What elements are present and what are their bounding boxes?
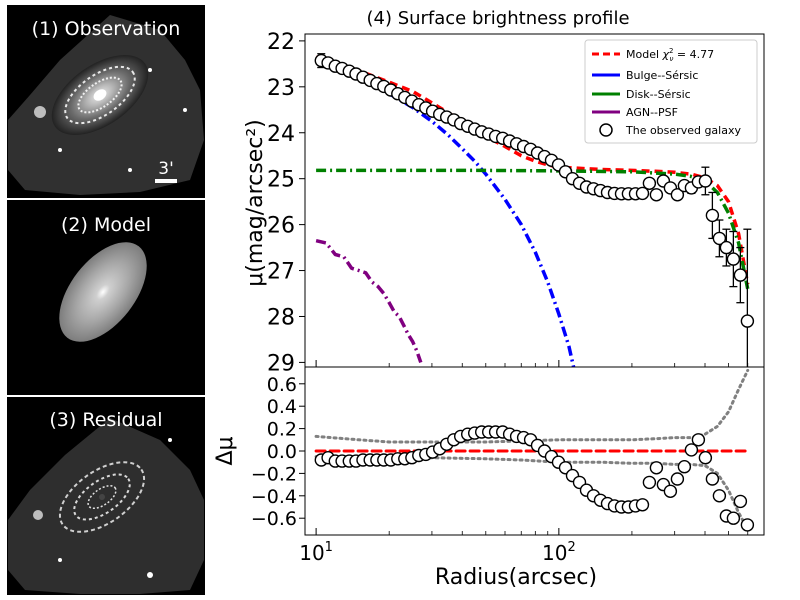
- res-line-upper-bound: [314, 368, 750, 444]
- x-tick-label-100: 102: [542, 540, 576, 565]
- sb-data-point: [635, 186, 650, 201]
- legend-model-label: Model χ2 ν = 4.77: [626, 47, 714, 63]
- legend: Model χ2 ν = 4.77 Bulge--Sérsic Disk--Sér…: [584, 39, 758, 144]
- sb-data-point: [740, 314, 755, 328]
- sb-data-point: [649, 188, 664, 202]
- res-data-point: [698, 451, 713, 465]
- star: [58, 148, 62, 152]
- legend-agn-label: AGN--PSF: [626, 106, 678, 119]
- x-axis-label: Radius(arcsec): [435, 565, 597, 590]
- sb-y-tick-label: 22: [267, 30, 295, 55]
- res-data-point: [642, 475, 657, 490]
- sb-y-tick-label: 26: [267, 214, 295, 239]
- res-y-tick-label: −0.4: [251, 486, 297, 508]
- sb-observed-points: [314, 53, 755, 367]
- sb-y-tick-label: 28: [267, 305, 295, 330]
- res-data-point: [733, 494, 748, 509]
- observation-panel: 3' (1) Observation: [7, 5, 205, 198]
- scale-bar: [155, 179, 177, 183]
- star: [183, 108, 187, 112]
- x-ticks: [315, 360, 749, 535]
- sb-line-agn-psf: [315, 238, 423, 363]
- legend-disk-label: Disk--Sérsic: [626, 88, 691, 101]
- res-data-point: [684, 443, 699, 457]
- res-data-point: [663, 484, 678, 498]
- x-tick-label-10: 101: [299, 540, 333, 565]
- legend-observed-swatch: [599, 123, 613, 137]
- star: [58, 558, 62, 562]
- res-data-point: [635, 498, 650, 512]
- res-y-tick-label: 0.0: [267, 441, 297, 463]
- res-y-tick-label: −0.6: [251, 508, 297, 530]
- star: [33, 510, 43, 520]
- model-title: (2) Model: [61, 214, 151, 236]
- model-panel: (2) Model: [7, 200, 205, 395]
- res-y-tick-label: −0.2: [251, 463, 297, 485]
- sb-y-axis-label: μ(mag/arcsec²): [243, 119, 268, 287]
- observation-title: (1) Observation: [32, 18, 181, 40]
- res-data-point: [677, 460, 692, 474]
- legend-observed-label: The observed galaxy: [625, 124, 741, 137]
- sb-y-tick-label: 24: [267, 122, 295, 147]
- res-y-tick-label: 0.2: [267, 419, 297, 441]
- sb-data-point: [733, 268, 748, 282]
- sb-data-point: [642, 176, 657, 191]
- scale-bar-label: 3': [158, 159, 174, 179]
- res-data-point: [670, 472, 685, 486]
- sb-line-bulge-s-rsic: [315, 56, 576, 368]
- star: [168, 438, 172, 442]
- res-data-point: [705, 472, 720, 486]
- sb-data-point: [670, 188, 685, 202]
- residual-plot: 0.60.40.20.0−0.2−0.4−0.6 Δμ Radius(arcse…: [213, 360, 765, 590]
- legend-bulge-label: Bulge--Sérsic: [626, 69, 698, 82]
- residual-footprint: [8, 418, 204, 594]
- sb-data-point: [712, 231, 727, 246]
- res-data-point: [691, 433, 706, 447]
- res-data-point: [726, 511, 741, 525]
- res-y-axis-label: Δμ: [213, 436, 238, 465]
- star: [148, 68, 152, 72]
- res-series: [314, 368, 750, 531]
- chart-title: (4) Surface brightness profile: [366, 8, 629, 29]
- sb-y-tick-label: 25: [267, 168, 295, 193]
- residual-title: (3) Residual: [49, 409, 162, 431]
- residual-panel: (3) Residual: [7, 397, 205, 595]
- star: [128, 168, 132, 172]
- star: [34, 106, 46, 118]
- res-y-ticks: 0.60.40.20.0−0.2−0.4−0.6: [251, 374, 305, 530]
- res-data-point: [740, 518, 755, 532]
- res-points: [314, 425, 755, 532]
- sb-data-point: [698, 174, 713, 188]
- observation-galaxy: [51, 55, 149, 135]
- res-data-point: [649, 461, 664, 475]
- res-y-tick-label: 0.4: [267, 396, 297, 418]
- res-data-point: [712, 489, 727, 503]
- sb-y-tick-label: 23: [267, 76, 295, 101]
- model-galaxy: [59, 242, 147, 342]
- sb-y-tick-label: 29: [267, 351, 295, 376]
- surface-brightness-plot: 22 23 24 25 26 27 28 29 μ(mag/arcsec²) Model χ2…: [243, 30, 765, 376]
- sb-y-tick-label: 27: [267, 260, 295, 285]
- sb-y-ticks: 22 23 24 25 26 27 28 29: [267, 30, 305, 376]
- legend-box: [584, 39, 758, 144]
- res-y-tick-label: 0.6: [267, 374, 297, 396]
- sb-data-point: [719, 240, 734, 255]
- star: [147, 572, 153, 578]
- sb-line-disk-s-rsic: [316, 168, 750, 290]
- sb-data-point: [726, 252, 741, 266]
- sb-data-point: [705, 208, 720, 223]
